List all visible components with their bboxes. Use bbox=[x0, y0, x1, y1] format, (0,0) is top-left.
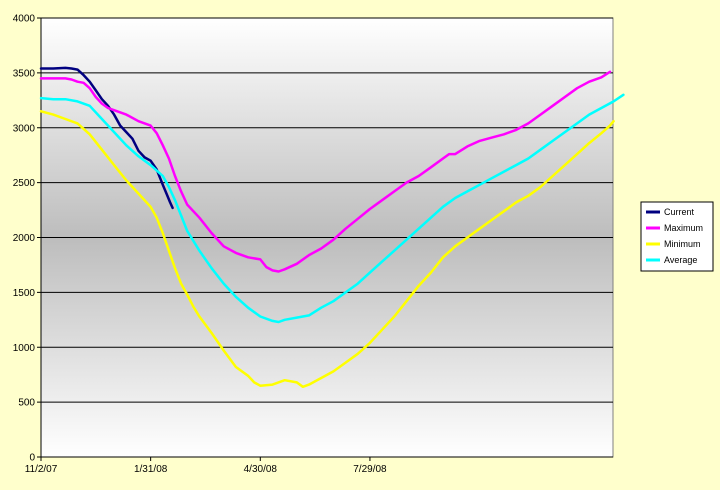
legend: Current Maximum Minimum Average bbox=[640, 201, 714, 272]
x-tick-label: 11/2/07 bbox=[25, 464, 58, 475]
legend-label-average: Average bbox=[664, 255, 697, 265]
y-tick-label: 4000 bbox=[13, 14, 36, 25]
series-lines bbox=[39, 66, 625, 389]
y-tick-label: 3500 bbox=[13, 68, 36, 79]
series-line-maximum bbox=[39, 70, 612, 273]
axes: 0 500 1000 1500 2000 2500 3000 3500 4000 11/2/07 1… bbox=[13, 14, 613, 475]
series-line-current bbox=[39, 66, 174, 210]
x-tick-label: 4/30/08 bbox=[244, 464, 278, 475]
y-tick-label: 1000 bbox=[13, 343, 36, 354]
legend-label-current: Current bbox=[664, 207, 695, 217]
series-line-average bbox=[39, 93, 625, 324]
y-tick-label: 500 bbox=[18, 398, 35, 409]
legend-label-minimum: Minimum bbox=[664, 239, 701, 249]
y-tick-label: 2000 bbox=[13, 233, 36, 244]
y-tick-label: 0 bbox=[29, 453, 35, 464]
y-tick-label: 1500 bbox=[13, 288, 36, 299]
x-tick-label: 1/31/08 bbox=[134, 464, 168, 475]
legend-label-maximum: Maximum bbox=[664, 223, 703, 233]
y-tick-label: 2500 bbox=[13, 178, 36, 189]
x-tick-label: 7/29/08 bbox=[353, 464, 387, 475]
series-line-minimum bbox=[39, 110, 615, 389]
y-tick-label: 3000 bbox=[13, 123, 36, 134]
